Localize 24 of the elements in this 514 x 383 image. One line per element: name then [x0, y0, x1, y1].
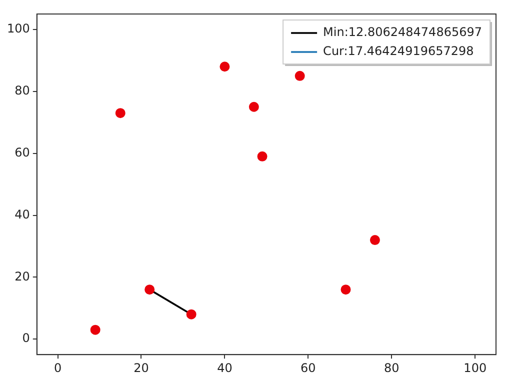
legend-label: Min:12.806248474865697 [323, 25, 482, 40]
y-tick-label: 20 [14, 269, 30, 284]
y-tick-label: 80 [14, 84, 30, 98]
x-tick-label: 40 [217, 360, 232, 375]
x-tick-label: 80 [384, 360, 400, 375]
x-tick-label: 100 [464, 360, 487, 375]
point [220, 62, 230, 72]
y-tick-label: 0 [22, 331, 30, 346]
point [257, 151, 268, 162]
y-tick-label: 100 [7, 22, 30, 36]
point [144, 284, 155, 295]
point [186, 309, 196, 320]
legend-label: Cur:17.46424919657298 [323, 44, 474, 58]
x-tick-label: 60 [300, 360, 316, 375]
point [340, 284, 351, 295]
point [248, 102, 259, 112]
point [294, 70, 305, 81]
x-tick-label: 0 [54, 360, 62, 375]
point [90, 324, 100, 335]
point [370, 235, 380, 246]
y-tick-label: 40 [14, 207, 30, 222]
y-tick-label: 60 [14, 145, 30, 160]
point [115, 108, 126, 118]
x-tick-label: 20 [134, 360, 149, 375]
